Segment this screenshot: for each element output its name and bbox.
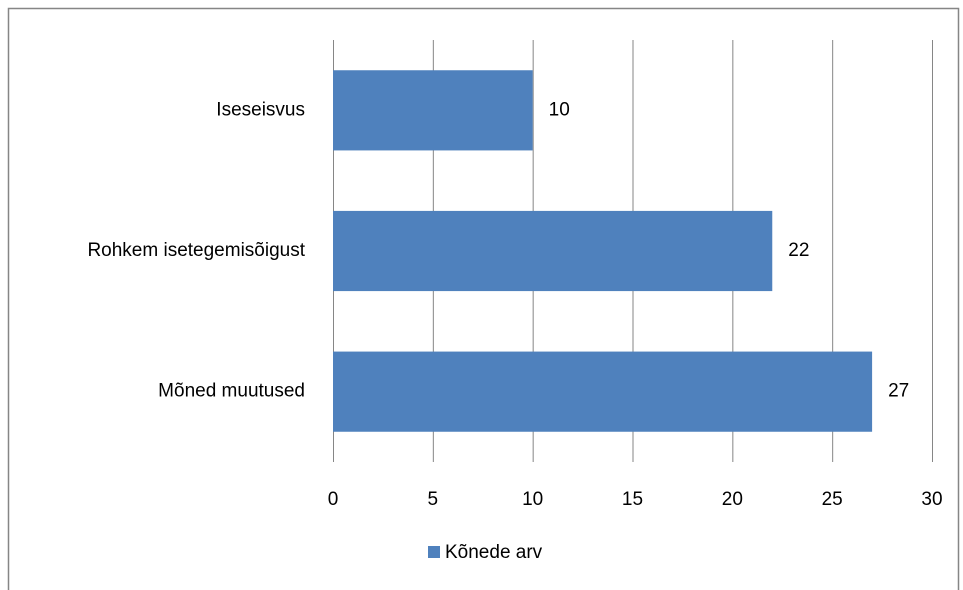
y-tick-label: Mõned muutused	[158, 381, 305, 402]
data-label: 22	[788, 240, 809, 261]
y-tick-label: Iseseisvus	[216, 99, 305, 120]
data-label: 27	[888, 381, 909, 402]
bar	[333, 70, 533, 151]
bar	[333, 210, 773, 292]
x-tick-label: 15	[622, 489, 643, 510]
data-label: 10	[549, 99, 570, 120]
x-tick-label: 30	[921, 489, 942, 510]
bar	[333, 351, 873, 432]
x-tick-label: 0	[328, 489, 339, 510]
x-tick-label: 25	[822, 489, 843, 510]
y-tick-label: Rohkem isetegemisõigust	[87, 240, 305, 261]
x-tick-label: 20	[722, 489, 743, 510]
x-tick-label: 10	[522, 489, 543, 510]
x-tick-label: 5	[428, 489, 439, 510]
legend-swatch	[428, 546, 440, 558]
legend-label: Kõnede arv	[445, 542, 543, 563]
chart-frame	[7, 7, 960, 590]
